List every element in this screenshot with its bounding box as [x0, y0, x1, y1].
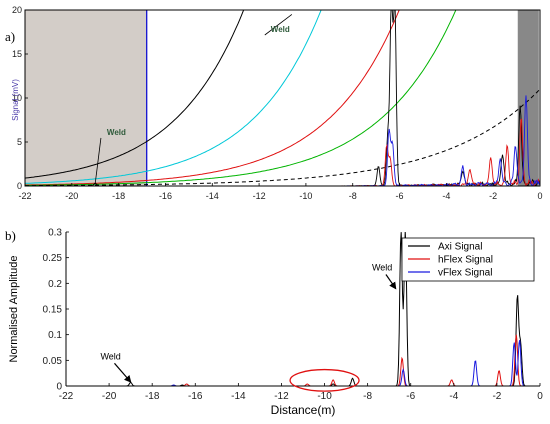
- panel-a-series-2: [25, 95, 540, 186]
- panel-a-xtick-label: -22: [18, 191, 31, 201]
- threshold-curve-0: [25, 10, 245, 179]
- shaded-region-0: [25, 10, 147, 186]
- panel-b-xtick-label: -12: [274, 391, 289, 402]
- panel-a-xtick-label: 0: [537, 191, 542, 201]
- threshold-curve-2: [25, 10, 400, 186]
- legend-label-vflex: vFlex Signal: [438, 268, 492, 279]
- panel-b-series-vflex-signal: [66, 339, 540, 386]
- panel-a-label: a): [5, 29, 15, 44]
- panel-b-xtick-label: -18: [145, 391, 160, 402]
- panel-b-weld-arrow: [385, 274, 397, 290]
- panel-a-xtick-label: -16: [159, 191, 172, 201]
- threshold-curve-4: [25, 88, 540, 186]
- panel-b-ytick-label: 0.3: [48, 228, 62, 239]
- panel-b-series-hflex-signal: [66, 334, 540, 386]
- panel-b-chart: -22 -20 -18 -16 -14 -12 -10 -8 -6 -4 -2 000.050.10.…: [8, 228, 543, 418]
- panel-b-weld-annotation: Weld: [100, 351, 120, 361]
- panel-a-weld-pointer: [94, 137, 102, 184]
- panel-b-xtick-label: -4: [449, 391, 458, 402]
- panel-b-ytick-label: 0.25: [43, 253, 63, 264]
- panel-a-xtick-label: -6: [396, 191, 404, 201]
- panel-b-xtick-label: -6: [406, 391, 415, 402]
- panel-b-xtick-label: -10: [317, 391, 332, 402]
- legend-label-hflex: hFlex Signal: [438, 255, 493, 266]
- panel-b-ytick-label: 0.05: [43, 356, 63, 367]
- panel-a-series-1: [25, 118, 540, 186]
- legend-label-axi: Axi Signal: [438, 242, 482, 253]
- threshold-curve-3: [25, 10, 457, 186]
- panel-b-xtick-label: -14: [231, 391, 246, 402]
- panel-a-ytick-label: 0: [17, 181, 22, 191]
- panel-a-xtick-label: -20: [65, 191, 78, 201]
- panel-b-ytick-label: 0.1: [48, 330, 62, 341]
- panel-b-weld-annotation: Weld: [372, 263, 392, 273]
- panel-a-xtick-label: -14: [206, 191, 219, 201]
- panel-b-xtick-label: 0: [537, 391, 543, 402]
- panel-b-ytick-label: 0: [56, 382, 62, 393]
- panel-b-x-axis-label: Distance(m): [271, 403, 336, 417]
- panel-a-ytick-label: 15: [12, 49, 22, 59]
- panel-a-xtick-label: -12: [253, 191, 266, 201]
- panel-b-ytick-label: 0.2: [48, 279, 62, 290]
- panel-b-weld-arrow: [114, 362, 132, 383]
- panel-a-xtick-label: -10: [299, 191, 312, 201]
- panel-a-ytick-label: 20: [12, 5, 22, 15]
- panel-a-y-axis-label: Signal (mV): [11, 79, 20, 121]
- panel-b-xtick-label: -16: [188, 391, 203, 402]
- threshold-curve-1: [25, 10, 322, 184]
- panel-b-xtick-label: -2: [492, 391, 501, 402]
- panel-b-xtick-label: -8: [363, 391, 372, 402]
- panel-b-ytick-label: 0.15: [43, 305, 63, 316]
- panel-a-xtick-label: -2: [489, 191, 497, 201]
- panel-a-xtick-label: -4: [442, 191, 450, 201]
- panel-a-weld-annotation: Weld: [271, 25, 290, 34]
- panel-b-label: b): [5, 228, 16, 243]
- panel-a-ytick-label: 10: [12, 93, 22, 103]
- panel-b-xtick-label: -22: [59, 391, 74, 402]
- shaded-region-1: [517, 10, 539, 186]
- panel-a-xtick-label: -8: [349, 191, 357, 201]
- panel-b-xtick-label: -20: [102, 391, 117, 402]
- highlight-ellipse: [289, 368, 360, 392]
- panel-b-y-axis-label: Normalised Amplitude: [8, 256, 20, 363]
- panel-a-xtick-label: -18: [112, 191, 125, 201]
- panel-b-legend: Axi Signal hFlex Signal vFlex Signal: [401, 237, 535, 282]
- panel-a-weld-annotation: Weld: [107, 128, 126, 137]
- panel-a-ytick-label: 5: [17, 137, 22, 147]
- panel-a-weld-pointer: [264, 14, 293, 36]
